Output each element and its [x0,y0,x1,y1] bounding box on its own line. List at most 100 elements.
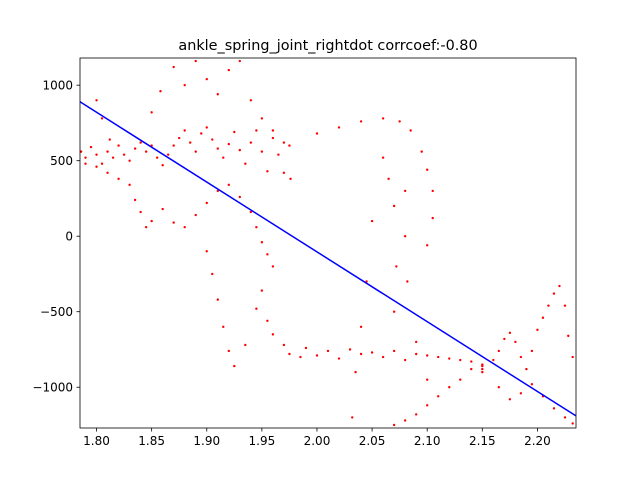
regression-line [80,101,576,417]
y-tick-label: 1000 [42,78,73,92]
scatter-point [381,355,385,359]
scatter-point [205,77,208,81]
scatter-point [437,355,440,359]
scatter-point [128,183,131,187]
scatter-point [95,99,98,102]
scatter-point [227,68,230,72]
scatter-point [117,177,120,181]
scatter-point [398,120,401,123]
scatter-point [395,265,398,268]
x-tick-label: 2.10 [414,434,441,448]
scatter-point [189,141,192,144]
scatter-point [227,142,230,146]
scatter-point [503,337,506,341]
scatter-point [205,250,208,253]
scatter-point [558,284,561,288]
scatter-point [84,162,87,165]
scatter-point [567,334,570,338]
scatter-point [238,59,242,63]
scatter-point [370,219,374,223]
scatter-point [403,235,407,238]
scatter-point [381,117,385,120]
scatter-point [470,367,473,371]
scatter-point [108,138,111,141]
scatter-point [508,398,512,401]
scatter-point [277,153,280,156]
scatter-point [172,221,175,224]
scatter-point [354,370,357,374]
scatter-point [459,378,462,381]
scatter-point [403,358,407,362]
scatter-point [530,349,534,353]
scatter-point [227,349,230,353]
x-axis: 1.80 1.85 1.90 1.95 2.00 2.05 2.10 2.15 2.20 [83,428,551,448]
scatter-point [238,148,242,152]
scatter-point [211,138,214,141]
scatter-point [260,289,264,292]
scatter-point [337,126,341,129]
scatter-point [426,404,429,407]
scatter-point [133,198,137,202]
scatter-point [288,352,291,356]
scatter-point [260,241,264,244]
scatter-point [183,225,186,229]
scatter-point [481,364,484,368]
scatter-point [200,132,203,135]
scatter-point [159,90,162,93]
scatter-point [205,201,208,205]
scatter-point [172,65,175,69]
scatter-point [106,150,109,153]
scatter-point [525,367,528,371]
scatter-point [183,83,186,87]
x-tick-label: 2.15 [469,434,496,448]
scatter-point [194,213,197,217]
x-tick-label: 1.85 [138,434,165,448]
plot-frame [79,57,577,429]
scatter-point [84,156,87,159]
scatter-point [266,319,269,322]
scatter-point [351,416,354,419]
scatter-point [161,164,164,167]
scatter-point [216,93,219,96]
scatter-point [426,244,429,247]
scatter-point [431,189,434,193]
x-tick-label: 1.95 [249,434,276,448]
scatter-point [139,141,142,144]
scatter-point [497,349,501,353]
scatter-point [144,150,148,153]
x-tick-label: 1.90 [193,434,220,448]
scatter-point [288,144,291,147]
scatter-point [150,219,153,223]
scatter-point [133,147,137,150]
scatter-point [508,331,512,335]
scatter-point [426,354,429,357]
scatter-point [172,144,175,147]
scatter-point [431,216,434,220]
x-tick-label: 1.80 [83,434,110,448]
scatter-point [426,378,429,381]
scatter-point [216,147,219,150]
scatter-point [552,407,556,410]
scatter-point [403,419,407,422]
scatter-point [514,340,517,344]
scatter-point [299,355,302,359]
scatter-point [271,129,275,132]
scatter-point [359,120,363,123]
scatter-point [481,370,484,374]
scatter-point [282,343,286,347]
fit-line-layer [80,101,576,417]
scatter-point [227,183,230,187]
scatter-point [403,189,407,193]
scatter-point [106,171,109,174]
scatter-point [222,156,225,159]
scatter-point [238,195,242,199]
y-tick-label: 0 [65,229,73,243]
scatter-point [222,325,225,329]
scatter-point [271,333,275,336]
scatter-point [448,386,451,389]
scatter-point [315,354,319,357]
scatter-point [519,355,523,359]
scatter-point [536,328,539,332]
